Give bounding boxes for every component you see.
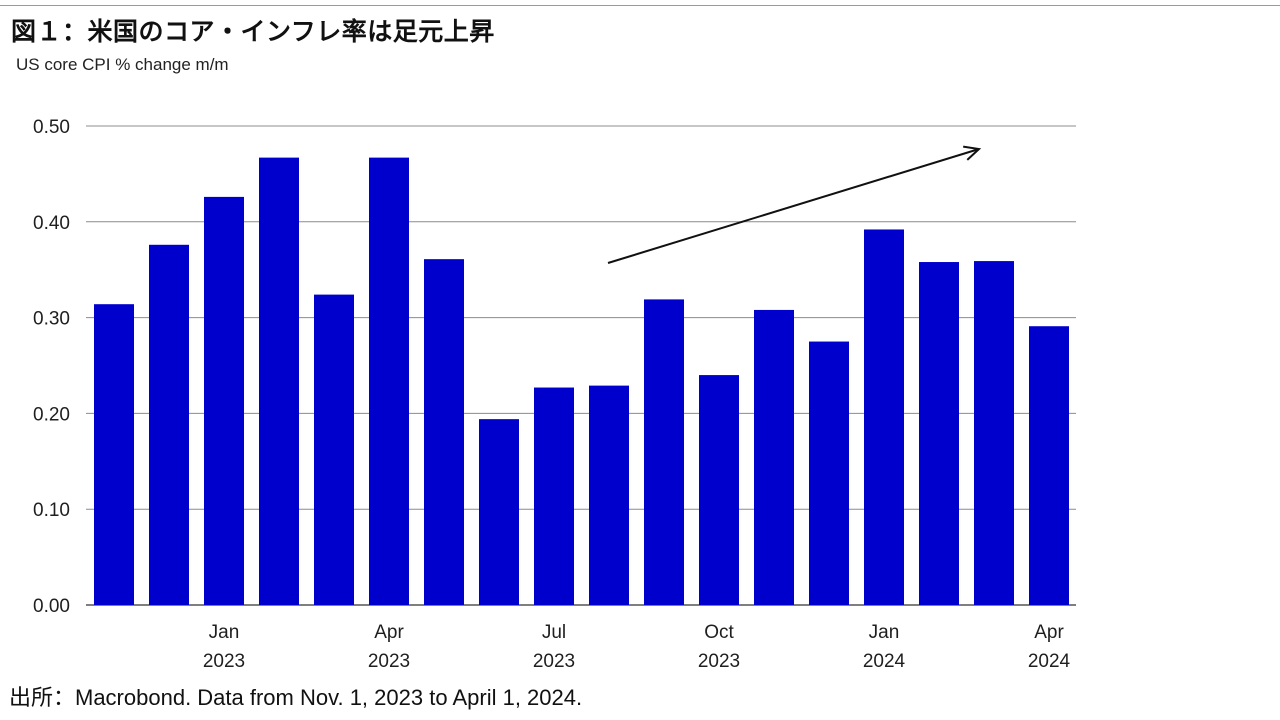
bar-oct-2023 <box>699 375 739 605</box>
bar-aug-2023 <box>589 385 629 605</box>
y-tick-label: 0.50 <box>33 117 70 138</box>
bar-jan-2024 <box>864 229 904 606</box>
trend-arrow <box>607 145 982 264</box>
source-note: 出所：Macrobond. Data from Nov. 1, 2023 to … <box>9 685 583 710</box>
bar-sep-2023 <box>644 299 684 605</box>
gridlines <box>86 125 1076 606</box>
x-tick-year: 2023 <box>203 651 245 672</box>
x-tick-month: Jan <box>869 622 900 643</box>
y-tick-label: 0.00 <box>33 596 70 617</box>
bar-chart: 0.000.100.200.300.400.50 Jan2023Apr2023J… <box>33 117 1076 672</box>
trend-arrow-shaft <box>607 148 980 264</box>
bars <box>94 157 1069 606</box>
bar-nov-2022 <box>94 304 134 605</box>
bar-may-2023 <box>424 259 464 605</box>
bar-feb-2024 <box>919 262 959 605</box>
figure-title: 図１：米国のコア・インフレ率は足元上昇 <box>11 17 495 46</box>
trend-arrow-head <box>963 145 982 161</box>
x-tick-month: Apr <box>1034 622 1064 643</box>
x-tick-year: 2023 <box>533 651 575 672</box>
x-tick-month: Jul <box>542 622 566 643</box>
bar-nov-2023 <box>754 309 794 605</box>
y-tick-label: 0.20 <box>33 404 70 425</box>
x-tick-year: 2024 <box>1028 651 1071 672</box>
x-tick-year: 2023 <box>368 651 410 672</box>
x-tick-year: 2023 <box>698 651 740 672</box>
y-tick-label: 0.10 <box>33 500 70 521</box>
x-tick-year: 2024 <box>863 651 906 672</box>
x-tick-month: Oct <box>704 622 734 643</box>
bar-dec-2022 <box>149 244 189 606</box>
bar-mar-2024 <box>974 261 1014 605</box>
top-rule <box>0 5 1280 6</box>
bar-apr-2023 <box>369 157 409 605</box>
bar-dec-2023 <box>809 341 849 605</box>
x-tick-month: Apr <box>374 622 404 643</box>
bar-jan-2023 <box>204 196 244 605</box>
y-axis-ticks: 0.00 0.10 0.20 0.30 0.40 0.50 <box>33 117 70 617</box>
x-axis-ticks: Jan 2023 Apr 2023 Jul 2023 Oct 2023 Jan 2024 Apr 20… <box>203 622 1071 672</box>
bar-feb-2023 <box>259 157 299 605</box>
bar-jun-2023 <box>479 419 519 605</box>
x-tick-month: Jan <box>209 622 240 643</box>
y-tick-label: 0.40 <box>33 213 70 234</box>
y-tick-label: 0.30 <box>33 309 70 330</box>
bar-apr-2024 <box>1029 326 1069 605</box>
bar-jul-2023 <box>534 387 574 605</box>
chart-subtitle: US core CPI % change m/m <box>16 55 229 74</box>
bar-mar-2023 <box>314 294 354 605</box>
